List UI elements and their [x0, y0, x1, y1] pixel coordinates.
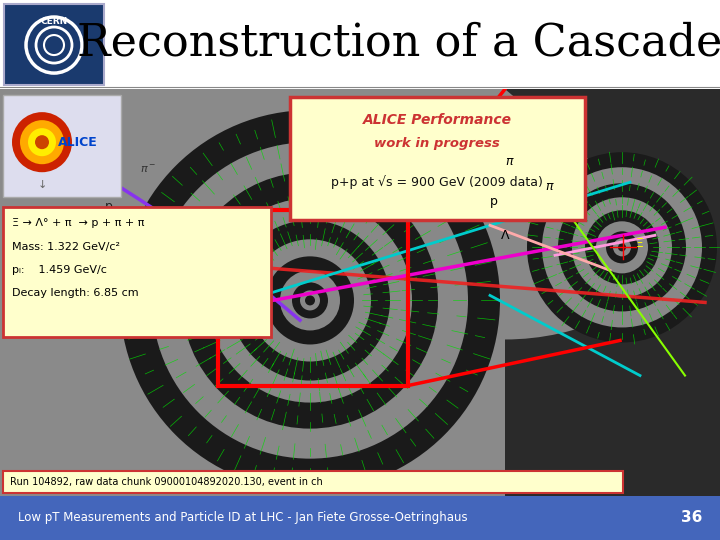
Circle shape	[182, 172, 438, 429]
Text: p: p	[490, 195, 498, 208]
Bar	[290, 97, 585, 220]
Text: $\pi$: $\pi$	[545, 180, 554, 193]
Bar	[3, 471, 623, 492]
Text: ↓: ↓	[37, 180, 47, 190]
Text: Low pT Measurements and Particle ID at LHC - Jan Fiete Grosse-Oetringhaus: Low pT Measurements and Particle ID at L…	[18, 511, 467, 524]
Text: Reconstruction of a Cascade: Reconstruction of a Cascade	[77, 22, 720, 65]
Circle shape	[606, 231, 638, 264]
Text: $\pi^-$: $\pi^-$	[175, 261, 192, 273]
Circle shape	[28, 128, 56, 156]
Bar	[0, 89, 505, 496]
Circle shape	[266, 256, 354, 345]
Circle shape	[527, 152, 717, 342]
Text: $\Lambda$: $\Lambda$	[500, 230, 510, 242]
Bar	[3, 95, 121, 197]
Text: p: p	[105, 200, 113, 213]
Text: pₗ:    1.459 GeV/c: pₗ: 1.459 GeV/c	[12, 265, 107, 275]
Circle shape	[20, 120, 64, 164]
Circle shape	[596, 221, 648, 273]
Circle shape	[542, 167, 702, 327]
Circle shape	[292, 282, 328, 319]
Text: $\pi$: $\pi$	[505, 155, 515, 168]
Text: work in progress: work in progress	[374, 137, 500, 150]
Circle shape	[280, 271, 340, 330]
Text: ALICE: ALICE	[58, 136, 98, 148]
Text: Mass: 1.322 GeV/c²: Mass: 1.322 GeV/c²	[12, 242, 120, 252]
Circle shape	[120, 110, 500, 491]
Bar	[4, 4, 104, 85]
Circle shape	[558, 183, 686, 312]
Text: CERN: CERN	[40, 17, 68, 25]
Text: ALICE Performance: ALICE Performance	[362, 113, 511, 127]
Circle shape	[152, 142, 468, 458]
Text: Ξ → Λ° + π  → p + π + π: Ξ → Λ° + π → p + π + π	[12, 218, 145, 228]
Bar	[218, 210, 408, 386]
Text: 36: 36	[680, 510, 702, 525]
Text: $\Xi$: $\Xi$	[635, 237, 644, 250]
Circle shape	[300, 291, 320, 310]
Circle shape	[35, 135, 49, 149]
Bar	[505, 89, 720, 496]
Wedge shape	[313, 89, 696, 340]
Circle shape	[585, 210, 659, 285]
Text: Decay length: 6.85 cm: Decay length: 6.85 cm	[12, 288, 139, 299]
Text: Run 104892, raw data chunk 09000104892020.130, event in ch: Run 104892, raw data chunk 0900010489202…	[10, 477, 323, 487]
Circle shape	[230, 220, 390, 381]
Circle shape	[249, 239, 371, 361]
Circle shape	[613, 238, 631, 256]
Circle shape	[208, 198, 412, 403]
Circle shape	[12, 112, 72, 172]
Circle shape	[618, 244, 626, 251]
Circle shape	[572, 197, 672, 298]
Text: p+p at √s = 900 GeV (2009 data): p+p at √s = 900 GeV (2009 data)	[331, 176, 543, 189]
Circle shape	[305, 295, 315, 306]
Text: $\pi^-$: $\pi^-$	[140, 164, 156, 176]
Bar	[3, 207, 271, 338]
